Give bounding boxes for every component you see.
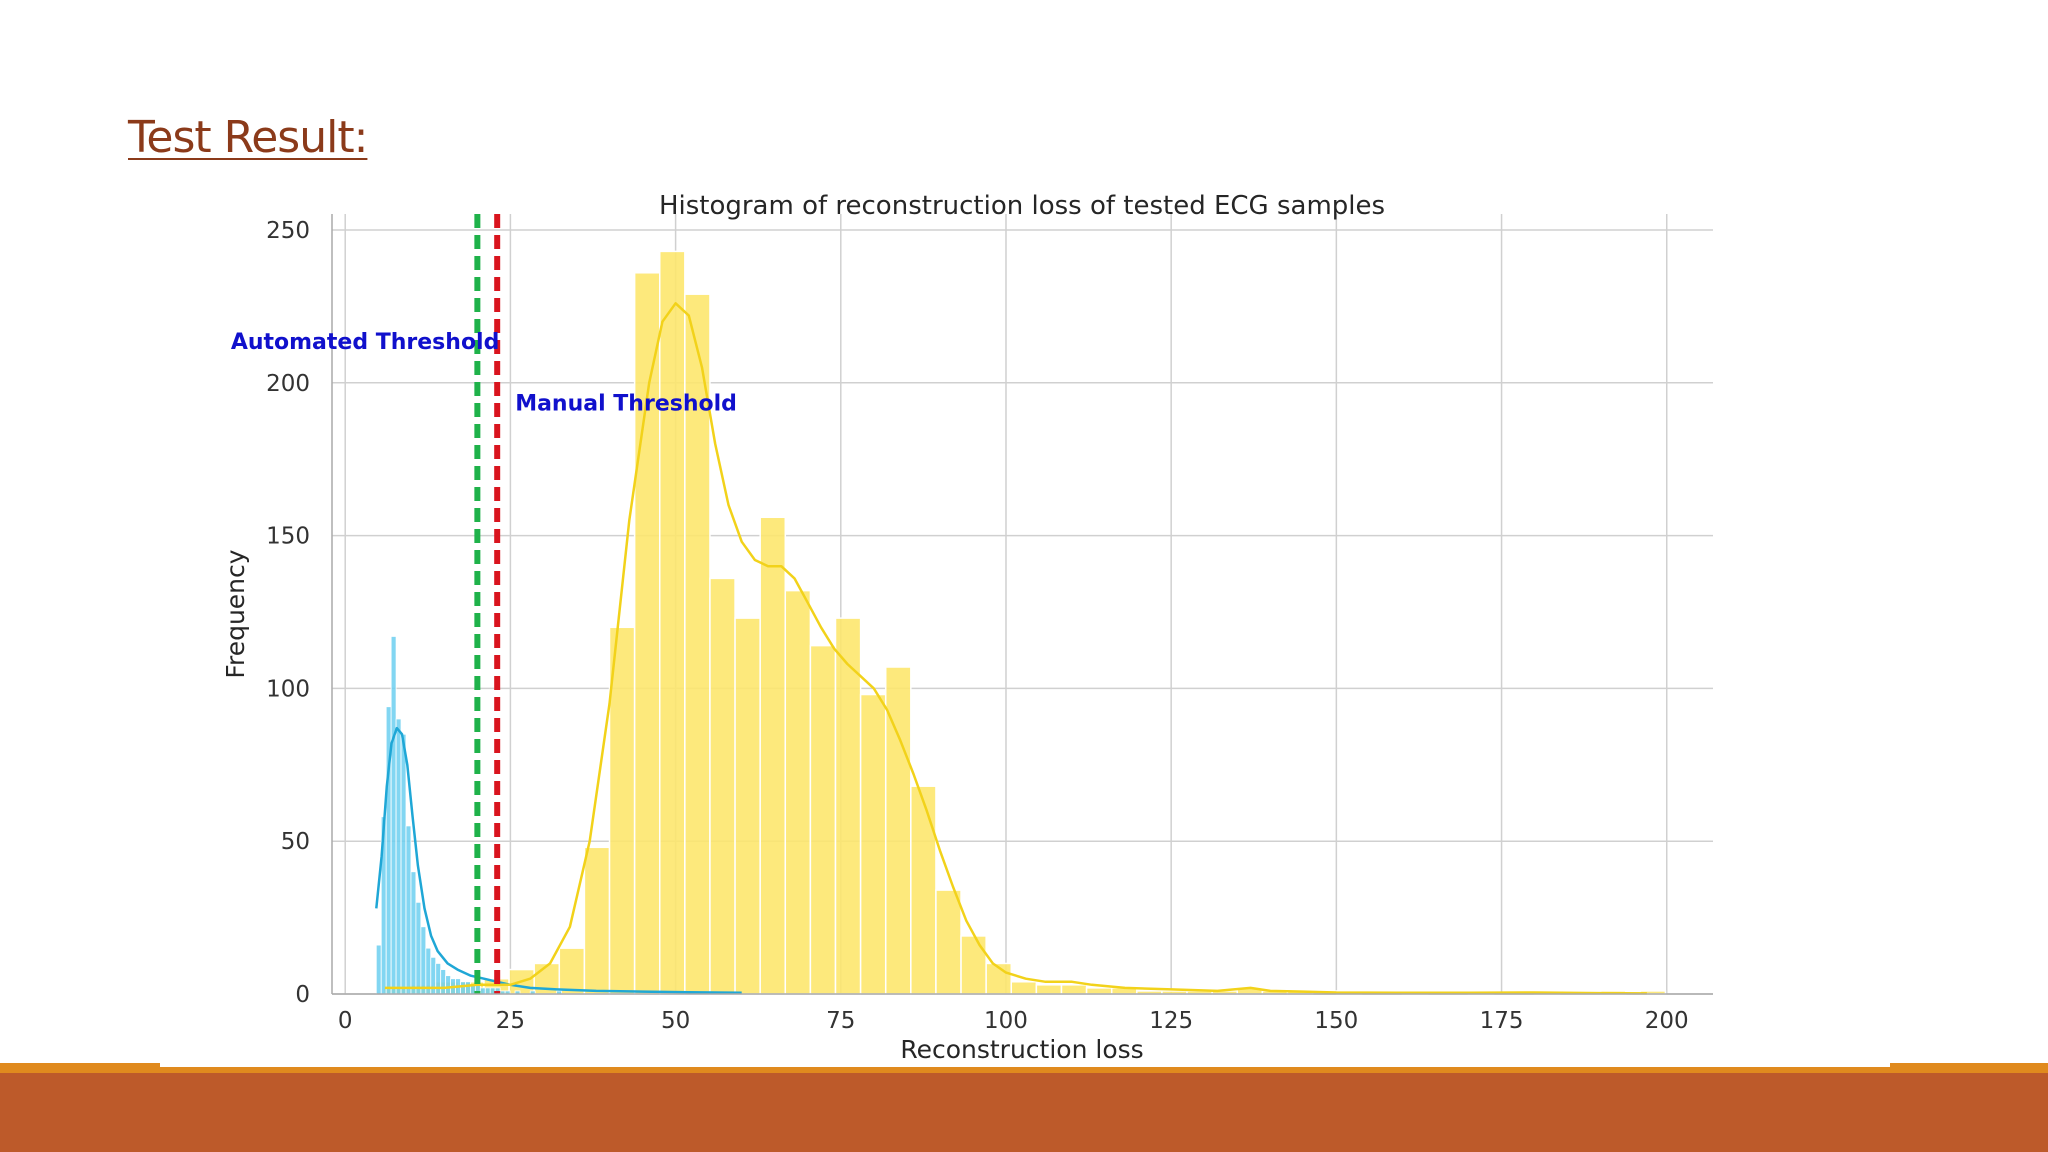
y-tick-label: 0 <box>295 982 310 1008</box>
histogram-bar-low <box>375 944 382 995</box>
histogram-bar-low <box>465 981 471 995</box>
histogram-bar-high <box>583 846 611 995</box>
slide-title: Test Result: <box>128 112 368 163</box>
x-tick-label: 200 <box>1645 1008 1689 1034</box>
x-tick-label: 150 <box>1314 1008 1358 1034</box>
histogram-bar-high <box>658 250 686 995</box>
automated-threshold-label: Automated Threshold <box>231 330 500 355</box>
histogram-chart: Automated Threshold Manual Threshold 0 25 50… <box>221 191 1713 1064</box>
y-tick-label: 250 <box>266 218 310 244</box>
histogram-bar-low <box>445 975 452 995</box>
histogram-bar-low <box>435 963 442 995</box>
chart-title: Histogram of reconstruction loss of test… <box>659 191 1385 221</box>
kde-line-low <box>375 726 742 995</box>
histogram-bar-high <box>709 577 736 995</box>
kde-line-high <box>384 302 1647 995</box>
y-tick-label: 200 <box>266 371 310 397</box>
y-tick-label: 100 <box>266 676 310 702</box>
x-tick-label: 100 <box>984 1008 1028 1034</box>
x-tick-label: 50 <box>661 1008 690 1034</box>
histogram-bar-low <box>484 987 491 995</box>
histogram-bar-high <box>608 626 636 995</box>
histogram-bar-high <box>1035 984 1063 995</box>
kde-curves <box>375 302 1647 995</box>
histogram-bar-low <box>400 733 407 995</box>
histogram-bar-high <box>1085 987 1113 995</box>
histogram-bar-low <box>410 871 417 995</box>
histogram-bar-high <box>935 889 962 995</box>
histogram-bar-low <box>405 825 412 995</box>
threshold-lines <box>474 214 501 994</box>
chart-labels: Automated Threshold Manual Threshold 0 25 50… <box>221 191 1689 1064</box>
histogram-bar-low <box>395 718 402 995</box>
histogram-bar-high <box>734 617 761 995</box>
footer-accent-stripe <box>0 1063 2048 1073</box>
histogram-bar-low <box>390 636 397 995</box>
histogram-bar-high <box>1060 984 1088 995</box>
axes <box>331 214 1713 995</box>
manual-threshold-label: Manual Threshold <box>515 391 737 416</box>
histogram-bar-high <box>910 785 937 995</box>
histogram-bar-low <box>440 969 447 995</box>
histogram-bar-low <box>420 926 427 995</box>
footer-band <box>0 1073 2048 1152</box>
histogram-bar-high <box>784 589 812 995</box>
histogram-bar-high <box>558 947 586 995</box>
histogram-bar-low <box>460 981 466 995</box>
histogram-bar-low <box>415 901 422 995</box>
histogram-bar-high <box>834 617 862 995</box>
x-tick-label: 75 <box>826 1008 855 1034</box>
grid-lines <box>332 214 1713 995</box>
histogram-bars <box>375 250 1667 995</box>
x-tick-label: 175 <box>1480 1008 1524 1034</box>
histogram-bar-high <box>1010 981 1038 995</box>
footer-notch <box>160 1063 1890 1067</box>
x-tick-label: 125 <box>1149 1008 1193 1034</box>
y-tick-label: 150 <box>266 524 310 550</box>
histogram-bar-high <box>633 272 661 995</box>
histogram-bar-high <box>809 644 837 995</box>
histogram-bar-high <box>684 293 711 995</box>
histogram-bar-low <box>479 987 486 995</box>
x-tick-label: 25 <box>496 1008 525 1034</box>
x-tick-label: 0 <box>338 1008 353 1034</box>
histogram-bar-high <box>859 693 887 995</box>
x-axis-label: Reconstruction loss <box>900 1035 1143 1064</box>
histogram-bar-high <box>759 516 787 995</box>
y-axis-label: Frequency <box>221 549 250 678</box>
histogram-bar-high <box>960 935 987 995</box>
y-tick-label: 50 <box>281 829 310 855</box>
